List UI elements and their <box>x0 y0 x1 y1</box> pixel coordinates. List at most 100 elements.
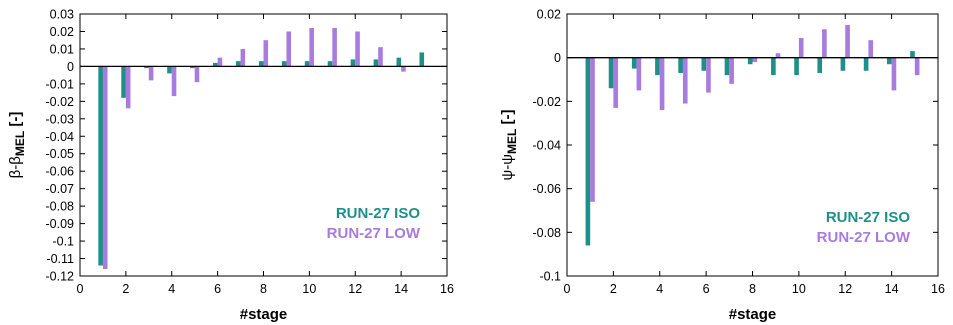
x-tick-label: 4 <box>656 282 663 296</box>
y-tick-label: -0.05 <box>46 147 75 161</box>
bar-low <box>286 31 292 67</box>
bar-iso <box>724 57 730 76</box>
y-tick-label: -0.08 <box>46 200 75 214</box>
bar-iso <box>771 57 776 76</box>
x-axis-label: #stage <box>240 306 288 323</box>
bar-low <box>217 57 223 67</box>
y-tick-label: -0.03 <box>46 112 75 126</box>
bar-iso <box>678 57 683 73</box>
y-tick-label: -0.04 <box>533 139 562 153</box>
x-tick-label: 2 <box>610 282 617 296</box>
bar-low <box>171 66 177 97</box>
legend-low: RUN-27 LOW <box>327 225 421 242</box>
x-tick-label: 10 <box>792 282 806 296</box>
bar-iso <box>863 57 869 71</box>
bar-iso <box>304 61 310 67</box>
y-axis-label: β-βMEL [-] <box>7 112 27 179</box>
x-tick-label: 0 <box>77 282 84 296</box>
y-tick-label: -0.02 <box>533 95 562 109</box>
y-tick-label: -0.11 <box>46 252 74 266</box>
y-tick-label: -0.04 <box>46 130 75 144</box>
bar-low <box>729 57 734 84</box>
bar-low <box>613 57 619 108</box>
bar-low <box>798 38 804 58</box>
bar-low <box>102 66 108 270</box>
bar-iso <box>258 61 264 67</box>
bar-iso <box>747 57 753 65</box>
bar-iso <box>98 66 103 266</box>
legend-low: RUN-27 LOW <box>817 229 911 246</box>
bar-low <box>822 29 827 58</box>
x-tick-label: 8 <box>260 282 267 296</box>
bar-low <box>378 47 383 67</box>
bar-iso <box>817 57 823 73</box>
x-tick-label: 12 <box>838 282 852 296</box>
bar-iso <box>886 57 892 65</box>
y-tick-label: -0.1 <box>52 235 74 249</box>
bar-iso <box>144 66 149 69</box>
x-tick-label: 6 <box>214 282 221 296</box>
bar-low <box>194 66 200 83</box>
y-tick-label: 0 <box>67 60 74 74</box>
x-tick-label: 8 <box>749 282 756 296</box>
y-tick-label: 0.02 <box>50 25 74 39</box>
x-tick-label: 14 <box>885 282 899 296</box>
bar-low <box>355 31 360 67</box>
y-tick-label: -0.02 <box>46 95 75 109</box>
y-tick-label: -0.08 <box>533 226 562 240</box>
y-tick-label: -0.07 <box>46 182 75 196</box>
bar-iso <box>167 66 172 74</box>
y-tick-label: 0 <box>554 51 561 65</box>
x-axis-label: #stage <box>729 306 777 323</box>
bar-low <box>682 57 688 104</box>
bar-low <box>636 57 642 91</box>
bar-low <box>263 40 269 67</box>
bar-low <box>590 57 595 202</box>
y-axis-label: ψ-ψMEL [-] <box>499 110 519 181</box>
legend-iso: RUN-27 ISO <box>336 205 421 222</box>
y-tick-label: 0.01 <box>50 42 74 56</box>
bar-iso <box>327 61 333 67</box>
bar-iso <box>213 62 218 67</box>
y-tick-label: 0.02 <box>537 8 561 22</box>
bar-iso <box>121 66 126 98</box>
y-tick-label: -0.06 <box>46 165 75 179</box>
bar-low <box>332 27 337 67</box>
bar-low <box>240 48 246 67</box>
x-tick-label: 12 <box>348 282 362 296</box>
bar-low <box>148 66 154 81</box>
bar-iso <box>350 59 356 67</box>
bar-low <box>659 57 665 111</box>
x-tick-label: 10 <box>302 282 316 296</box>
x-tick-label: 0 <box>564 282 571 296</box>
bar-iso <box>631 57 637 69</box>
bar-low <box>891 57 897 91</box>
bar-low <box>309 27 314 67</box>
y-tick-label: -0.06 <box>533 182 562 196</box>
y-tick-label: -0.1 <box>539 270 561 284</box>
bar-iso <box>910 51 915 58</box>
bar-iso <box>281 61 287 67</box>
bar-iso <box>608 57 614 89</box>
y-tick-label: -0.09 <box>46 217 75 231</box>
x-tick-label: 2 <box>122 282 129 296</box>
bar-low <box>706 57 711 93</box>
y-tick-label: -0.12 <box>46 270 75 284</box>
beta-chart: 0.03 0.02 0.01 0 -0.01 -0.02 -0.03 -0.04 -0.05 -0… <box>7 8 454 324</box>
bar-low <box>914 57 920 76</box>
bar-low <box>775 53 781 58</box>
bar-iso <box>840 57 846 71</box>
legend-iso: RUN-27 ISO <box>826 209 911 226</box>
x-tick-label: 6 <box>703 282 710 296</box>
bar-iso <box>396 57 402 67</box>
bar-low <box>125 66 131 109</box>
bar-iso <box>235 61 241 67</box>
bar-iso <box>419 52 425 67</box>
x-tick-label: 16 <box>440 282 454 296</box>
x-tick-label: 4 <box>168 282 175 296</box>
bar-low <box>401 66 406 72</box>
x-tick-label: 16 <box>931 282 945 296</box>
bar-iso <box>794 57 799 76</box>
bar-iso <box>373 59 379 67</box>
bar-iso <box>585 57 591 246</box>
